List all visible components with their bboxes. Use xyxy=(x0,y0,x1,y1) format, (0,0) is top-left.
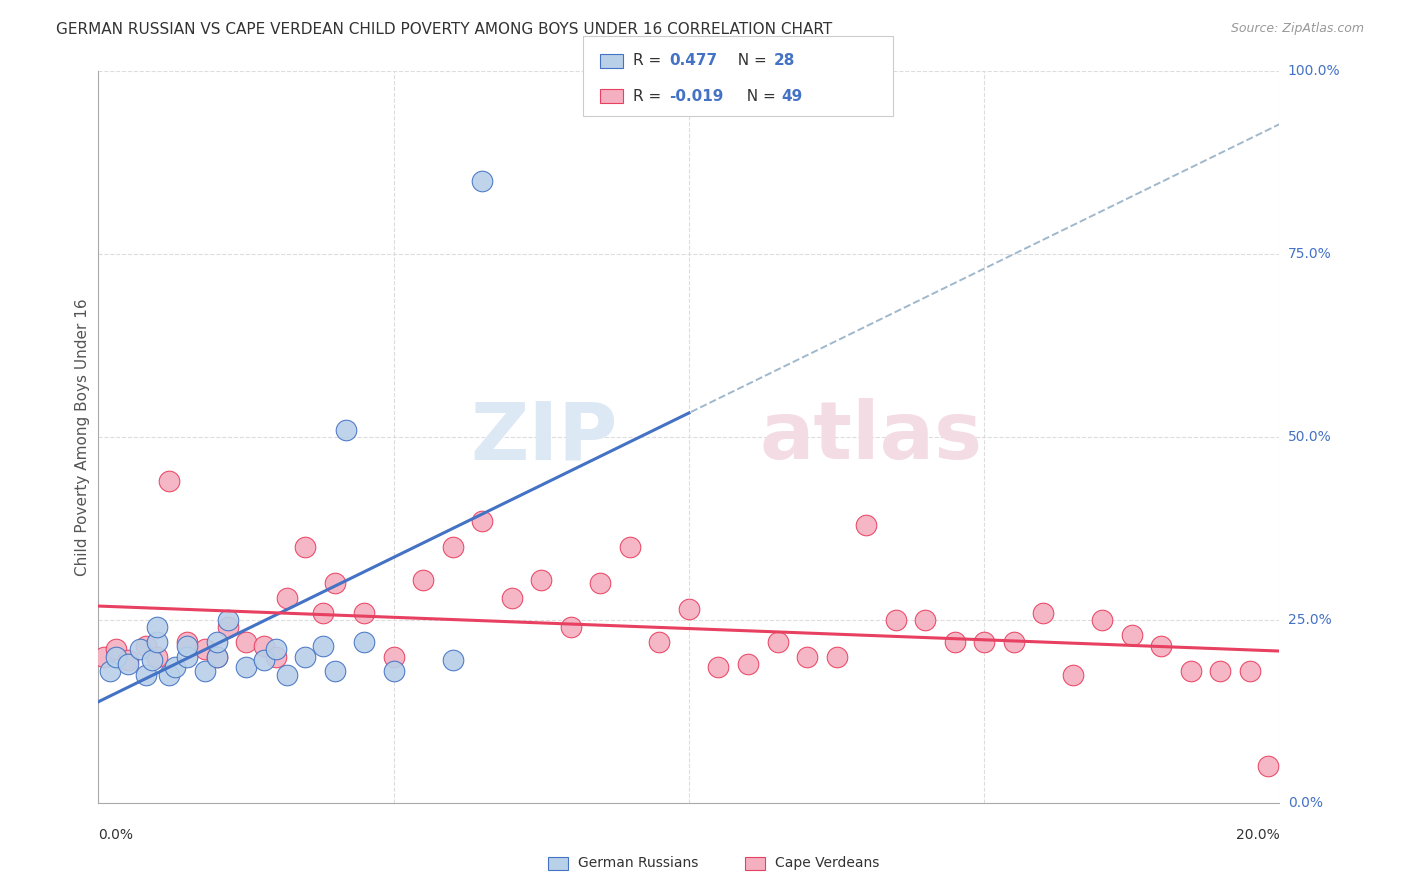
Point xyxy=(217,613,239,627)
Point xyxy=(914,613,936,627)
Point xyxy=(117,653,139,667)
Point xyxy=(825,649,848,664)
Text: -0.019: -0.019 xyxy=(669,89,724,103)
Point xyxy=(1180,664,1202,678)
Point xyxy=(796,649,818,664)
Point xyxy=(276,667,298,681)
Point xyxy=(98,664,121,678)
Point xyxy=(264,649,287,664)
Point xyxy=(589,576,612,591)
Point xyxy=(146,649,169,664)
Point xyxy=(194,664,217,678)
Point xyxy=(501,591,523,605)
Point xyxy=(194,642,217,657)
Point xyxy=(353,606,375,620)
Text: 0.0%: 0.0% xyxy=(98,828,134,842)
Point xyxy=(1121,627,1143,641)
Point xyxy=(619,540,641,554)
Point xyxy=(1257,759,1279,773)
Text: 100.0%: 100.0% xyxy=(1288,64,1340,78)
Point xyxy=(855,517,877,532)
Point xyxy=(294,540,316,554)
Text: 50.0%: 50.0% xyxy=(1288,430,1331,444)
Point xyxy=(1150,639,1173,653)
Point xyxy=(943,635,966,649)
Point xyxy=(205,649,228,664)
Point xyxy=(176,649,198,664)
Text: Source: ZipAtlas.com: Source: ZipAtlas.com xyxy=(1230,22,1364,36)
Text: atlas: atlas xyxy=(759,398,983,476)
Point xyxy=(323,576,346,591)
Point xyxy=(146,635,169,649)
Point xyxy=(165,660,187,674)
Point xyxy=(205,635,228,649)
Point xyxy=(353,635,375,649)
Point xyxy=(235,660,257,674)
Point xyxy=(648,635,671,649)
Text: Cape Verdeans: Cape Verdeans xyxy=(775,856,879,871)
Point xyxy=(217,620,239,634)
Text: N =: N = xyxy=(737,89,780,103)
Point xyxy=(157,474,180,488)
Point xyxy=(766,635,789,649)
Text: 25.0%: 25.0% xyxy=(1288,613,1331,627)
Point xyxy=(135,639,157,653)
Point xyxy=(312,606,335,620)
Text: GERMAN RUSSIAN VS CAPE VERDEAN CHILD POVERTY AMONG BOYS UNDER 16 CORRELATION CHA: GERMAN RUSSIAN VS CAPE VERDEAN CHILD POV… xyxy=(56,22,832,37)
Point xyxy=(235,635,257,649)
Point xyxy=(93,649,115,664)
Text: N =: N = xyxy=(728,54,772,68)
Y-axis label: Child Poverty Among Boys Under 16: Child Poverty Among Boys Under 16 xyxy=(75,298,90,576)
Point xyxy=(707,660,730,674)
Point xyxy=(382,664,405,678)
Point xyxy=(294,649,316,664)
Point xyxy=(471,514,494,528)
Point xyxy=(1209,664,1232,678)
Text: 20.0%: 20.0% xyxy=(1236,828,1279,842)
Point xyxy=(382,649,405,664)
Point xyxy=(471,174,494,188)
Point xyxy=(276,591,298,605)
Point xyxy=(441,540,464,554)
Point xyxy=(205,649,228,664)
Point xyxy=(678,602,700,616)
Text: German Russians: German Russians xyxy=(578,856,699,871)
Point xyxy=(973,635,995,649)
Point xyxy=(157,667,180,681)
Point xyxy=(335,423,357,437)
Point xyxy=(135,667,157,681)
Point xyxy=(1239,664,1261,678)
Text: 75.0%: 75.0% xyxy=(1288,247,1331,261)
Point xyxy=(312,639,335,653)
Point xyxy=(560,620,582,634)
Point xyxy=(884,613,907,627)
Point xyxy=(117,657,139,671)
Point xyxy=(1032,606,1054,620)
Text: 0.477: 0.477 xyxy=(669,54,717,68)
Text: R =: R = xyxy=(633,89,666,103)
Point xyxy=(1091,613,1114,627)
Text: R =: R = xyxy=(633,54,666,68)
Text: 28: 28 xyxy=(773,54,794,68)
Text: ZIP: ZIP xyxy=(471,398,619,476)
Point xyxy=(176,639,198,653)
Point xyxy=(1062,667,1084,681)
Point xyxy=(530,573,553,587)
Point xyxy=(441,653,464,667)
Point xyxy=(253,639,276,653)
Point xyxy=(412,573,434,587)
Text: 0.0%: 0.0% xyxy=(1288,796,1323,810)
Point xyxy=(105,649,128,664)
Point xyxy=(737,657,759,671)
Point xyxy=(253,653,276,667)
Point xyxy=(323,664,346,678)
Point xyxy=(176,635,198,649)
Point xyxy=(105,642,128,657)
Point xyxy=(128,642,150,657)
Text: 49: 49 xyxy=(782,89,803,103)
Point xyxy=(141,653,163,667)
Point xyxy=(146,620,169,634)
Point xyxy=(1002,635,1025,649)
Point xyxy=(264,642,287,657)
